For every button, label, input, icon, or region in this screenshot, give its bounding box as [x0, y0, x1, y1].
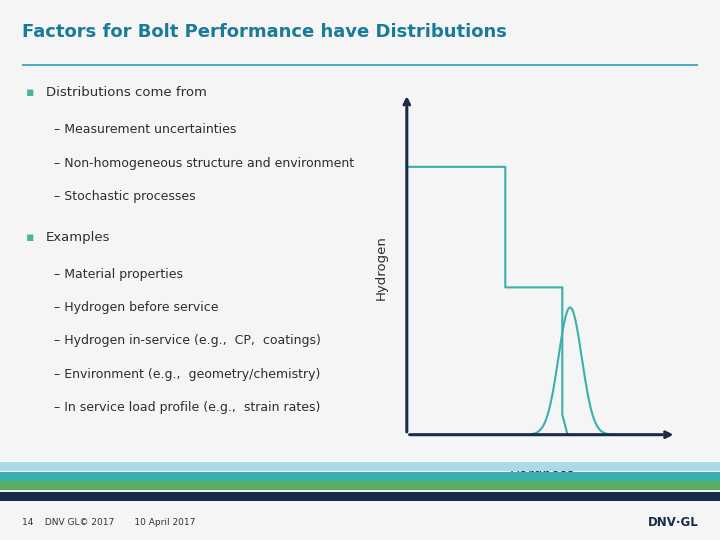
Text: – Non-homogeneous structure and environment: – Non-homogeneous structure and environm…: [54, 157, 354, 170]
Text: – Environment (e.g.,  geometry/chemistry): – Environment (e.g., geometry/chemistry): [54, 368, 320, 381]
Text: – Material properties: – Material properties: [54, 268, 183, 281]
Text: – Hydrogen before service: – Hydrogen before service: [54, 301, 218, 314]
Text: – Stochastic processes: – Stochastic processes: [54, 190, 196, 202]
Text: – In service load profile (e.g.,  strain rates): – In service load profile (e.g., strain …: [54, 401, 320, 414]
Text: Distributions come from: Distributions come from: [46, 86, 207, 99]
Text: ▪: ▪: [26, 231, 34, 244]
Text: – Hydrogen in-service (e.g.,  CP,  coatings): – Hydrogen in-service (e.g., CP, coating…: [54, 334, 320, 347]
Text: Hydrogen: Hydrogen: [374, 235, 387, 300]
Text: Examples: Examples: [46, 231, 110, 244]
Text: 14    DNV GL© 2017       10 April 2017: 14 DNV GL© 2017 10 April 2017: [22, 518, 195, 527]
Text: DNV·GL: DNV·GL: [648, 516, 698, 529]
Text: – Measurement uncertainties: – Measurement uncertainties: [54, 123, 236, 136]
Text: Hardness: Hardness: [509, 468, 574, 482]
Text: Factors for Bolt Performance have Distributions: Factors for Bolt Performance have Distri…: [22, 23, 506, 41]
Text: ▪: ▪: [26, 86, 34, 99]
